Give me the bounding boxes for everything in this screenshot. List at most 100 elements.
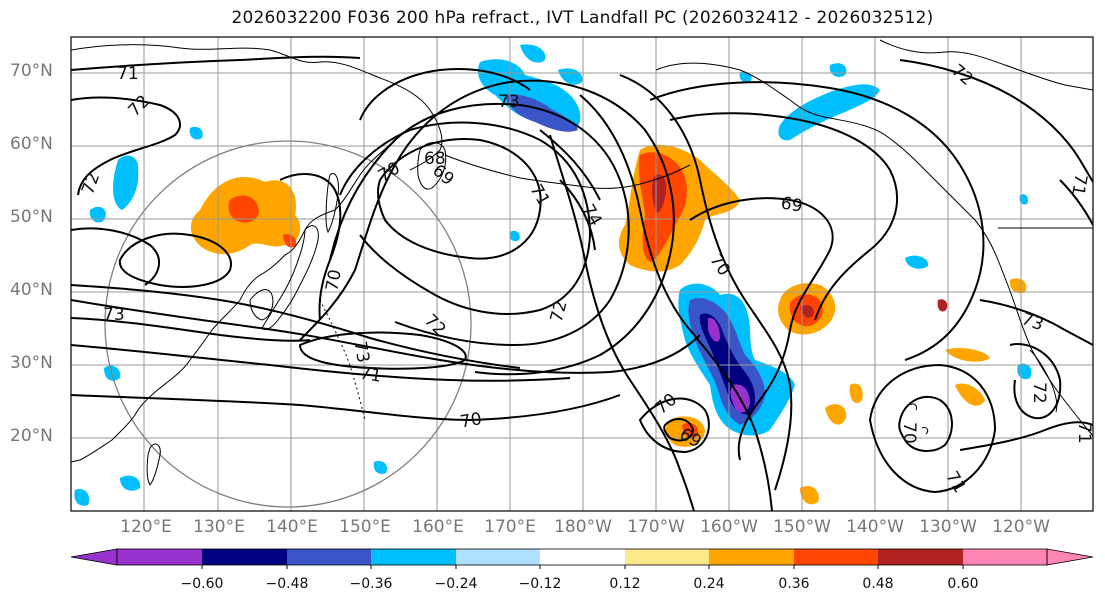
clabel-25: 73	[103, 305, 125, 325]
shade-npac-darkblue	[505, 94, 578, 132]
clabel-26: 71	[1074, 422, 1094, 444]
lon-label-170w: 170°W	[627, 517, 685, 537]
contour-71-north	[71, 55, 361, 71]
contour-trough-1	[549, 134, 695, 511]
map-panel: 71 72 73 70 69 68 71 74 72 73 71 70 72 7…	[70, 36, 1094, 512]
shade-south-red	[682, 423, 699, 439]
lon-label-120w: 120°W	[992, 517, 1050, 537]
contour-71-long	[71, 344, 571, 382]
lon-label-130e: 130°E	[193, 517, 245, 537]
coast-alaska	[655, 62, 976, 221]
shade-east-red	[937, 299, 948, 312]
contour-73-long	[71, 299, 701, 374]
contour-71-b	[329, 102, 630, 347]
lat-label-20n: 20°N	[10, 426, 53, 446]
lat-label-60n: 60°N	[10, 134, 53, 154]
shade-west-blue	[113, 155, 139, 210]
lat-label-70n: 70°N	[10, 61, 53, 81]
colorbar-swatch-9	[878, 549, 963, 565]
colorbar-label-7: 0.36	[778, 576, 810, 592]
contour-west-loop	[118, 232, 232, 288]
shade-east-blue	[905, 255, 929, 269]
colorbar-label-3: −0.24	[434, 576, 478, 592]
lon-label-120e: 120°E	[120, 517, 172, 537]
contour-72-long	[71, 284, 521, 369]
map-border	[70, 36, 1094, 512]
contour-trough-2	[579, 94, 773, 511]
lon-label-160w: 160°W	[700, 517, 758, 537]
shade-sw-blue	[120, 475, 141, 491]
shade-sub-purple	[708, 317, 720, 342]
colorbar-label-8: 0.48	[862, 576, 894, 592]
shade-west-blue-2	[89, 206, 106, 223]
contours	[71, 55, 1093, 511]
coast-hawaii	[909, 403, 929, 435]
shade-east-orange2	[945, 347, 990, 362]
contour-70-long	[71, 394, 621, 422]
shade-asia-red-2	[283, 234, 297, 248]
shade-south-orange2	[825, 404, 847, 425]
lat-label-50n: 50°N	[10, 207, 53, 227]
contour-72-east	[899, 59, 1093, 183]
clabel-14: 69	[779, 193, 804, 216]
coastlines	[71, 39, 1093, 486]
colorbar-swatch-1	[202, 549, 287, 565]
contour-70-west-b	[279, 173, 342, 321]
coast-namerica-west	[974, 219, 1093, 437]
lon-label-160e: 160°E	[412, 517, 464, 537]
contour-70-a	[339, 121, 592, 315]
shade-south-orange4	[800, 485, 819, 505]
colorbar-label-1: −0.48	[265, 576, 309, 592]
colorbar-label-9: 0.60	[947, 576, 979, 592]
colorbar-high-extend	[1046, 548, 1094, 566]
clabel-10: 71	[358, 363, 383, 386]
lat-label-30n: 30°N	[10, 353, 53, 373]
colorbar-low-extend	[70, 548, 118, 566]
shade-goa-blue4	[1019, 194, 1029, 205]
clabel-22: 71	[1067, 172, 1090, 197]
contour-71-east	[1059, 179, 1093, 226]
shade-sw-blue3	[373, 460, 388, 474]
contour-west-73	[71, 227, 160, 286]
colorbar-swatch-2	[287, 549, 371, 565]
shade-east-orange	[955, 383, 985, 406]
clabel-18: 72	[1029, 382, 1049, 404]
coast-philippines	[146, 443, 161, 486]
colorbar-label-5: 0.12	[609, 576, 641, 592]
shade-south-orange3	[849, 383, 863, 404]
shade-sw-blue2	[74, 489, 90, 506]
clabel-5: 68	[424, 149, 446, 169]
colorbar-border	[116, 548, 1048, 566]
shade-north-blue	[189, 126, 203, 140]
contour-72-se	[1009, 343, 1062, 420]
clabel-0: 71	[117, 64, 139, 84]
contour-73-oval	[298, 331, 467, 370]
colorbar-swatch-6	[625, 549, 709, 565]
contour-70-hi	[898, 395, 953, 452]
shade-cpac-red	[638, 152, 687, 262]
contour-north-arc	[359, 68, 531, 121]
colorbar-ticks	[201, 565, 964, 569]
contour-70-ridge	[669, 112, 899, 321]
contour-trough-3	[619, 74, 793, 491]
colorbar-swatch-10	[963, 549, 1047, 565]
coast-canada-north	[879, 39, 1093, 91]
shade-east-orange3	[1009, 278, 1027, 294]
contour-69-sw	[663, 418, 695, 442]
coast-sakhalin	[325, 173, 339, 234]
colorbar-label-0: −0.60	[180, 576, 224, 592]
colorbar	[70, 548, 1094, 569]
colorbar-swatch-4	[456, 549, 540, 565]
lon-label-180w: 180°W	[554, 517, 612, 537]
contour-69-loop	[376, 138, 542, 260]
contour-71-se	[959, 421, 1093, 451]
colorbar-label-2: −0.36	[349, 576, 393, 592]
lon-label-140e: 140°E	[266, 517, 318, 537]
colorbar-label-4: −0.12	[518, 576, 562, 592]
contour-72-west	[71, 96, 181, 196]
contour-73-b	[71, 317, 311, 342]
chart-title: 2026032200 F036 200 hPa refract., IVT La…	[231, 8, 934, 28]
colorbar-swatch-7	[709, 549, 794, 565]
contour-73-east	[979, 299, 1093, 346]
